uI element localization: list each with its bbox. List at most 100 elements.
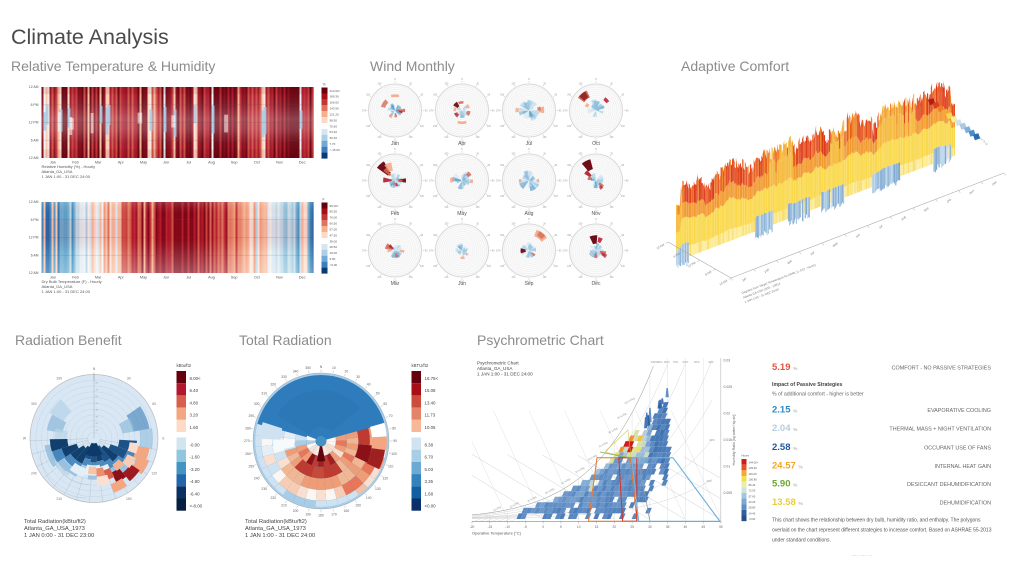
- svg-text:May: May: [140, 276, 147, 280]
- svg-text:330: 330: [56, 377, 62, 381]
- svg-text:5: 5: [560, 525, 562, 529]
- svg-text:Nov: Nov: [276, 161, 283, 165]
- svg-text:60: 60: [421, 165, 424, 167]
- svg-text:210: 210: [579, 207, 584, 209]
- svg-text:110: 110: [388, 465, 394, 469]
- svg-text:72.00: 72.00: [749, 489, 756, 493]
- svg-text:210: 210: [512, 277, 517, 279]
- svg-text:150: 150: [543, 137, 548, 139]
- svg-text:210: 210: [56, 497, 62, 501]
- svg-text:47.50: 47.50: [330, 233, 338, 237]
- svg-text:180: 180: [527, 281, 532, 283]
- svg-text:270: 270: [429, 180, 434, 182]
- svg-text:Atlanta_GA_USA_1973: Atlanta_GA_USA_1973: [24, 526, 85, 532]
- svg-text:Sep: Sep: [923, 206, 930, 213]
- svg-text:90%: 90%: [657, 360, 663, 364]
- svg-text:210: 210: [512, 137, 517, 139]
- svg-text:30: 30: [409, 83, 412, 85]
- svg-text:120: 120: [420, 266, 425, 268]
- svg-text:0.01: 0.01: [724, 464, 731, 468]
- svg-text:330: 330: [444, 83, 449, 85]
- svg-text:189.30: 189.30: [330, 95, 340, 99]
- svg-text:Humidity Ratio [kg water/ kg a: Humidity Ratio [kg water/ kg air]: [732, 415, 736, 466]
- svg-text:Atlanta_GA_USA_1973: Atlanta_GA_USA_1973: [245, 526, 306, 532]
- svg-text:Adaptive Comfort: Adaptive Comfort: [681, 58, 789, 74]
- svg-text:180: 180: [393, 211, 398, 213]
- svg-text:10.05: 10.05: [425, 425, 437, 430]
- svg-text:60: 60: [622, 95, 625, 97]
- svg-text:30: 30: [610, 83, 613, 85]
- svg-text:270: 270: [244, 439, 250, 443]
- svg-text:15.08: 15.08: [425, 388, 437, 393]
- svg-text:60: 60: [622, 165, 625, 167]
- svg-text:-0.00: -0.00: [190, 443, 201, 448]
- svg-text:Feb: Feb: [764, 267, 771, 274]
- svg-text:5.19: 5.19: [772, 362, 791, 373]
- svg-text:Apr: Apr: [118, 161, 125, 165]
- svg-text:70°: 70°: [96, 389, 99, 391]
- svg-text:60: 60: [555, 165, 558, 167]
- svg-text:25: 25: [630, 525, 634, 529]
- svg-text:Climate Analysis: Climate Analysis: [11, 25, 169, 49]
- svg-text:Sep: Sep: [525, 281, 534, 287]
- svg-text:115.20: 115.20: [749, 472, 758, 476]
- svg-text:Jun: Jun: [458, 281, 466, 287]
- svg-text:12 AM: 12 AM: [29, 200, 39, 204]
- svg-text:240: 240: [433, 266, 438, 268]
- svg-text:-4.80: -4.80: [190, 479, 201, 484]
- svg-text:1.60: 1.60: [190, 425, 199, 430]
- svg-text:57.00: 57.00: [330, 227, 338, 231]
- svg-text:240: 240: [31, 471, 37, 475]
- svg-text:Jul: Jul: [186, 276, 191, 280]
- svg-text:270: 270: [429, 250, 434, 252]
- svg-text:212.00<: 212.00<: [330, 89, 341, 93]
- svg-text:6 AM: 6 AM: [31, 138, 39, 142]
- svg-text:10%: 10%: [706, 479, 712, 483]
- svg-text:150: 150: [476, 207, 481, 209]
- svg-text:1 JAN 1:00 - 31 DEC 24:00: 1 JAN 1:00 - 31 DEC 24:00: [477, 372, 533, 377]
- svg-text:330: 330: [578, 223, 583, 225]
- svg-text:50 kJ/kg: 50 kJ/kg: [574, 465, 585, 474]
- svg-text:12 AM: 12 AM: [29, 271, 39, 275]
- svg-text:3.20: 3.20: [190, 413, 199, 418]
- svg-text:40: 40: [684, 525, 688, 529]
- svg-text:Sep: Sep: [231, 276, 238, 280]
- svg-text:1 JAN 1:00 - 31 DEC 24:00: 1 JAN 1:00 - 31 DEC 24:00: [245, 533, 315, 539]
- svg-text:300: 300: [366, 95, 371, 97]
- svg-text:Jul: Jul: [186, 161, 191, 165]
- svg-text:70: 70: [389, 414, 393, 418]
- svg-text:300: 300: [500, 165, 505, 167]
- svg-text:Dec: Dec: [299, 161, 306, 165]
- svg-text:20%: 20%: [709, 438, 715, 442]
- svg-text:30°: 30°: [96, 416, 99, 418]
- svg-text:kBTU/ft2: kBTU/ft2: [412, 363, 429, 368]
- svg-text:%: %: [793, 483, 797, 488]
- svg-text:Dec: Dec: [592, 281, 601, 287]
- svg-text:35: 35: [666, 525, 670, 529]
- svg-text:90: 90: [559, 180, 562, 182]
- svg-text:50°: 50°: [96, 403, 99, 405]
- svg-text:60: 60: [555, 235, 558, 237]
- svg-text:330: 330: [377, 223, 382, 225]
- svg-text:N: N: [394, 79, 396, 81]
- svg-text:60: 60: [421, 95, 424, 97]
- svg-text:210: 210: [444, 277, 449, 279]
- svg-text:Jan: Jan: [741, 276, 747, 282]
- svg-text:N: N: [320, 365, 323, 369]
- svg-text:30 kJ/kg: 30 kJ/kg: [544, 486, 555, 495]
- svg-text:N: N: [93, 367, 96, 371]
- svg-text:Oct: Oct: [592, 141, 600, 147]
- svg-text:150: 150: [610, 137, 615, 139]
- svg-text:120: 120: [554, 126, 559, 128]
- svg-text:90: 90: [425, 180, 428, 182]
- svg-text:120: 120: [554, 196, 559, 198]
- svg-text:May: May: [832, 241, 839, 248]
- svg-text:30: 30: [409, 223, 412, 225]
- svg-text:300: 300: [433, 165, 438, 167]
- svg-text:330: 330: [377, 83, 382, 85]
- svg-text:-10: -10: [505, 525, 510, 529]
- svg-text:210: 210: [377, 207, 382, 209]
- svg-text:30: 30: [610, 153, 613, 155]
- svg-text:Feb: Feb: [391, 211, 400, 217]
- svg-text:Aug: Aug: [900, 215, 907, 222]
